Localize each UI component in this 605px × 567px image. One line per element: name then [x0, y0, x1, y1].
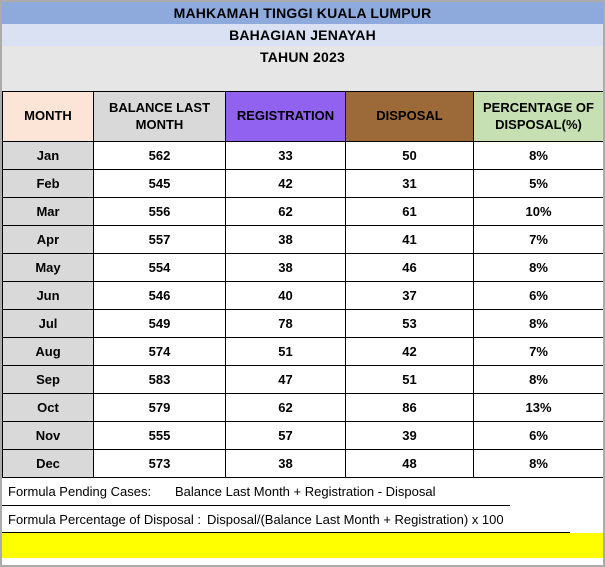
- balance-cell: 562: [93, 141, 226, 170]
- formula-percentage-value: Disposal/(Balance Last Month + Registrat…: [207, 512, 504, 527]
- percentage-cell: 7%: [473, 337, 603, 366]
- percentage-cell: 7%: [473, 225, 603, 254]
- percentage-cell: 8%: [473, 253, 603, 282]
- column-header-month: MONTH: [2, 91, 94, 142]
- month-cell: Jan: [2, 141, 94, 170]
- formula-pending-row: Formula Pending Cases: Balance Last Mont…: [2, 478, 603, 506]
- table-row: Jun 546 40 37 6%: [2, 281, 603, 310]
- yellow-highlight-bar: [2, 533, 603, 558]
- percentage-cell: 8%: [473, 309, 603, 338]
- disposal-cell: 31: [345, 169, 474, 198]
- balance-cell: 555: [93, 421, 226, 450]
- formula-pending-value: Balance Last Month + Registration - Disp…: [175, 484, 436, 499]
- report-subtitle-bar: BAHAGIAN JENAYAH: [2, 24, 603, 46]
- percentage-cell: 13%: [473, 393, 603, 422]
- table-row: Jul 549 78 53 8%: [2, 309, 603, 338]
- balance-cell: 549: [93, 309, 226, 338]
- cases-table: MONTH BALANCE LAST MONTH REGISTRATION DI…: [2, 91, 603, 478]
- registration-cell: 42: [225, 169, 346, 198]
- disposal-cell: 50: [345, 141, 474, 170]
- report-year-band: TAHUN 2023: [2, 46, 603, 91]
- column-header-registration: REGISTRATION: [225, 91, 346, 142]
- percentage-cell: 6%: [473, 281, 603, 310]
- disposal-cell: 86: [345, 393, 474, 422]
- disposal-cell: 46: [345, 253, 474, 282]
- registration-cell: 38: [225, 253, 346, 282]
- registration-cell: 40: [225, 281, 346, 310]
- month-cell: Aug: [2, 337, 94, 366]
- disposal-cell: 51: [345, 365, 474, 394]
- registration-cell: 33: [225, 141, 346, 170]
- balance-cell: 574: [93, 337, 226, 366]
- column-header-percentage: PERCENTAGE OF DISPOSAL(%): [473, 91, 603, 142]
- formula-row-divider: [2, 505, 510, 506]
- month-cell: Jul: [2, 309, 94, 338]
- table-header-row: MONTH BALANCE LAST MONTH REGISTRATION DI…: [2, 91, 603, 142]
- balance-cell: 556: [93, 197, 226, 226]
- registration-cell: 51: [225, 337, 346, 366]
- disposal-cell: 37: [345, 281, 474, 310]
- month-cell: Sep: [2, 365, 94, 394]
- registration-cell: 38: [225, 449, 346, 478]
- table-row: Dec 573 38 48 8%: [2, 449, 603, 478]
- disposal-cell: 39: [345, 421, 474, 450]
- balance-cell: 554: [93, 253, 226, 282]
- disposal-cell: 48: [345, 449, 474, 478]
- report-title-bar: MAHKAMAH TINGGI KUALA LUMPUR: [2, 2, 603, 24]
- balance-cell: 573: [93, 449, 226, 478]
- month-cell: Mar: [2, 197, 94, 226]
- month-cell: Dec: [2, 449, 94, 478]
- report-subtitle: BAHAGIAN JENAYAH: [229, 27, 376, 43]
- registration-cell: 57: [225, 421, 346, 450]
- registration-cell: 78: [225, 309, 346, 338]
- table-row: Aug 574 51 42 7%: [2, 337, 603, 366]
- month-cell: Oct: [2, 393, 94, 422]
- month-cell: Nov: [2, 421, 94, 450]
- month-cell: Jun: [2, 281, 94, 310]
- balance-cell: 583: [93, 365, 226, 394]
- table-row: May 554 38 46 8%: [2, 253, 603, 282]
- balance-cell: 546: [93, 281, 226, 310]
- percentage-cell: 8%: [473, 365, 603, 394]
- percentage-cell: 8%: [473, 449, 603, 478]
- balance-cell: 545: [93, 169, 226, 198]
- column-header-disposal: DISPOSAL: [345, 91, 474, 142]
- month-cell: May: [2, 253, 94, 282]
- table-row: Feb 545 42 31 5%: [2, 169, 603, 198]
- percentage-cell: 8%: [473, 141, 603, 170]
- formula-pending-label: Formula Pending Cases:: [8, 484, 152, 499]
- disposal-cell: 42: [345, 337, 474, 366]
- registration-cell: 62: [225, 393, 346, 422]
- table-row: Jan 562 33 50 8%: [2, 141, 603, 170]
- report-title: MAHKAMAH TINGGI KUALA LUMPUR: [173, 5, 432, 21]
- month-cell: Apr: [2, 225, 94, 254]
- percentage-cell: 6%: [473, 421, 603, 450]
- balance-cell: 579: [93, 393, 226, 422]
- table-row: Nov 555 57 39 6%: [2, 421, 603, 450]
- percentage-cell: 10%: [473, 197, 603, 226]
- registration-cell: 62: [225, 197, 346, 226]
- table-row: Sep 583 47 51 8%: [2, 365, 603, 394]
- disposal-cell: 41: [345, 225, 474, 254]
- formula-percentage-label: Formula Percentage of Disposal :: [8, 512, 201, 527]
- formula-percentage-row: Formula Percentage of Disposal : Disposa…: [2, 506, 603, 533]
- month-cell: Feb: [2, 169, 94, 198]
- balance-cell: 557: [93, 225, 226, 254]
- disposal-cell: 61: [345, 197, 474, 226]
- percentage-cell: 5%: [473, 169, 603, 198]
- table-row: Mar 556 62 61 10%: [2, 197, 603, 226]
- disposal-cell: 53: [345, 309, 474, 338]
- column-header-balance: BALANCE LAST MONTH: [93, 91, 226, 142]
- table-row: Oct 579 62 86 13%: [2, 393, 603, 422]
- table-row: Apr 557 38 41 7%: [2, 225, 603, 254]
- registration-cell: 38: [225, 225, 346, 254]
- formula-row-divider: [2, 532, 570, 533]
- registration-cell: 47: [225, 365, 346, 394]
- report-year: TAHUN 2023: [260, 49, 345, 65]
